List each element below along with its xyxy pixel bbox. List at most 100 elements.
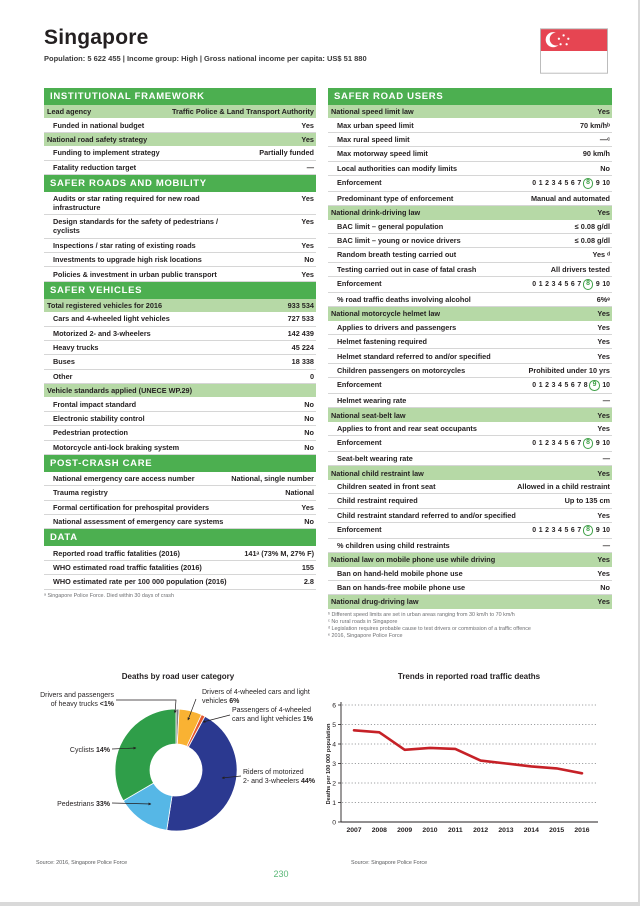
table-row: National seat-belt law Yes <box>328 408 612 422</box>
row-value: Yes <box>597 555 610 565</box>
row-value: — <box>602 396 610 406</box>
donut-slice-label: Drivers of 4-wheeled cars and light <box>202 689 310 696</box>
row-value: 0 1 2 3 4 5 6 7 8 9 10 <box>532 525 610 536</box>
row-value: Yes <box>597 468 610 478</box>
row-value: 6%ᵉ <box>596 295 610 305</box>
table-row: BAC limit – general population ≤ 0.08 g/d… <box>328 220 612 234</box>
row-label: BAC limit – young or novice drivers <box>337 236 461 246</box>
table-row: Total registered vehicles for 2016 933 53… <box>44 298 316 313</box>
table-row: BAC limit – young or novice drivers ≤ 0.0… <box>328 234 612 249</box>
row-value: No <box>304 442 314 452</box>
row-value: Yes <box>597 309 610 319</box>
row-label: National emergency care access number <box>53 474 195 484</box>
data-tables: INSTITUTIONAL FRAMEWORK Lead agency Traffi… <box>44 88 612 640</box>
row-label: National drug-driving law <box>331 597 419 607</box>
enforcement-score: 8 <box>582 438 594 449</box>
row-label: Funding to implement strategy <box>53 148 160 158</box>
row-value: ≤ 0.08 g/dl <box>574 236 610 246</box>
table-row: National motorcycle helmet law Yes <box>328 307 612 321</box>
table-row: Helmet standard referred to and/or speci… <box>328 349 612 364</box>
row-label: Max rural speed limit <box>337 134 410 144</box>
row-label: Ban on hand-held mobile phone use <box>337 568 463 578</box>
line-chart-source: Source: Singapore Police Force <box>351 860 428 866</box>
row-value: — <box>602 454 610 464</box>
row-label: WHO estimated rate per 100 000 populatio… <box>53 577 227 587</box>
row-value: Manual and automated <box>530 193 610 203</box>
line-chart-title: Trends in reported road traffic deaths <box>397 672 541 681</box>
y-tick-label: 3 <box>332 761 336 768</box>
table-row: Enforcement 0 1 2 3 4 5 6 7 8 9 10 <box>328 277 612 293</box>
row-label: Helmet wearing rate <box>337 396 407 406</box>
donut-slice-label: Riders of motorized <box>243 769 304 776</box>
row-value: Yes <box>597 510 610 520</box>
row-value: No <box>304 517 314 527</box>
table-row: Heavy trucks 45 224 <box>44 341 316 356</box>
row-value: 90 km/h <box>582 149 610 159</box>
row-label: Helmet standard referred to and/or speci… <box>337 351 491 361</box>
table-row: Applies to drivers and passengers Yes <box>328 321 612 335</box>
x-tick-label: 2007 <box>346 827 361 834</box>
row-value: National, single number <box>231 474 314 484</box>
row-value: 0 1 2 3 4 5 6 7 8 9 10 <box>532 438 610 449</box>
row-value: — <box>602 540 610 550</box>
row-value: National <box>285 488 314 498</box>
row-value: Prohibited under 10 yrs <box>528 365 610 375</box>
row-label: Children seated in front seat <box>337 481 436 491</box>
table-row: Child restraint standard referred to and… <box>328 509 612 523</box>
table-row: Helmet fastening required Yes <box>328 335 612 350</box>
row-value: No <box>304 399 314 409</box>
enforcement-score: 8 <box>582 178 594 189</box>
table-row: Enforcement 0 1 2 3 4 5 6 7 8 9 10 <box>328 523 612 539</box>
row-label: Helmet fastening required <box>337 337 428 347</box>
donut-chart-title: Deaths by road user category <box>121 672 235 681</box>
table-row: Pedestrian protection No <box>44 426 316 441</box>
row-label: National seat-belt law <box>331 410 406 420</box>
row-label: Cars and 4-wheeled light vehicles <box>53 314 170 324</box>
row-value: Yes <box>301 502 314 512</box>
row-value: 933 534 <box>287 300 314 310</box>
table-row: Enforcement 0 1 2 3 4 5 6 7 8 9 10 <box>328 378 612 394</box>
row-value: Yes <box>301 217 314 227</box>
table-row: Motorized 2- and 3-wheelers 142 439 <box>44 327 316 341</box>
footnotes: ᵃ Singapore Police Force. Died within 30… <box>44 592 174 599</box>
table-row: Vehicle standards applied (UNECE WP.29) <box>44 384 316 398</box>
enforcement-score: 9 <box>589 380 600 391</box>
section-header: SAFER VEHICLES <box>44 281 316 299</box>
y-tick-label: 1 <box>332 800 336 807</box>
row-value: —ᶜ <box>599 134 610 144</box>
row-label: Design standards for the safety of pedes… <box>53 217 219 236</box>
row-label: Random breath testing carried out <box>337 250 457 260</box>
table-row: Trauma registry National <box>44 486 316 501</box>
page-header: Singapore Population: 5 622 455 | Income… <box>44 26 610 74</box>
row-value: Traffic Police & Land Transport Authorit… <box>171 107 314 117</box>
row-value: No <box>600 583 610 593</box>
table-row: National drink-driving law Yes <box>328 206 612 220</box>
charts-row: Deaths by road user category Drivers and… <box>30 670 612 896</box>
deaths-by-category-chart: Deaths by road user category Drivers and… <box>30 670 326 896</box>
donut-slice-label: Drivers and passengers <box>40 692 114 699</box>
row-label: Applies to drivers and passengers <box>337 322 457 332</box>
table-row: Max motorway speed limit 90 km/h <box>328 147 612 162</box>
row-value: 2.8 <box>303 577 314 587</box>
row-label: Local authorities can modify limits <box>337 163 458 173</box>
table-row: Audits or star rating required for new r… <box>44 192 316 216</box>
row-value: Allowed in a child restraint <box>517 481 610 491</box>
donut-slice <box>114 708 177 802</box>
row-label: Fatality reduction target <box>53 162 137 172</box>
y-tick-label: 4 <box>332 741 336 748</box>
table-row: National law on mobile phone use while d… <box>328 553 612 567</box>
row-label: Other <box>53 371 73 381</box>
table-row: Applies to front and rear seat occupants… <box>328 422 612 437</box>
trends-chart: Trends in reported road traffic deaths 0… <box>326 670 612 896</box>
row-label: Inspections / star rating of existing ro… <box>53 240 196 250</box>
row-label: Child restraint standard referred to and… <box>337 510 516 520</box>
row-value: Yes <box>301 240 314 250</box>
row-label: Total registered vehicles for 2016 <box>47 300 163 310</box>
enforcement-score: 8 <box>582 279 594 290</box>
x-tick-label: 2013 <box>498 827 513 834</box>
donut-slice-label: vehicles 6% <box>202 698 240 705</box>
row-label: Enforcement <box>337 438 382 448</box>
section-header: SAFER ROAD USERS <box>328 88 612 105</box>
table-row: Motorcycle anti-lock braking system No <box>44 441 316 455</box>
